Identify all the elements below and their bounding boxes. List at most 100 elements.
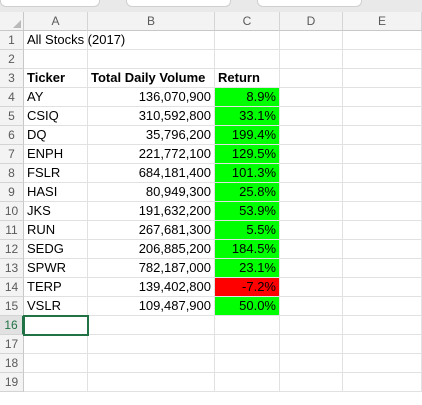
grid-cell[interactable]: [343, 373, 422, 392]
ticker-cell[interactable]: SEDG: [24, 240, 88, 259]
grid-cell[interactable]: [280, 88, 343, 107]
return-cell[interactable]: 184.5%: [215, 240, 280, 259]
row-header[interactable]: 12: [0, 240, 24, 259]
return-cell[interactable]: 53.9%: [215, 202, 280, 221]
row-header[interactable]: 8: [0, 164, 24, 183]
select-all-corner[interactable]: [0, 12, 24, 31]
column-header-e[interactable]: E: [343, 12, 422, 31]
volume-cell[interactable]: 206,885,200: [88, 240, 215, 259]
grid-cell[interactable]: [343, 202, 422, 221]
row-header[interactable]: 17: [0, 335, 24, 354]
ribbon-tab[interactable]: [257, 0, 362, 7]
grid-cell[interactable]: [215, 50, 280, 69]
grid-cell[interactable]: [343, 164, 422, 183]
ticker-header-cell[interactable]: Ticker: [24, 69, 88, 88]
grid-cell[interactable]: [280, 221, 343, 240]
row-header[interactable]: 13: [0, 259, 24, 278]
grid-cell[interactable]: [215, 335, 280, 354]
row-header[interactable]: 16: [0, 316, 24, 335]
volume-cell[interactable]: 191,632,200: [88, 202, 215, 221]
grid-cell[interactable]: [88, 354, 215, 373]
volume-cell[interactable]: 139,402,800: [88, 278, 215, 297]
column-header-b[interactable]: B: [88, 12, 215, 31]
ticker-cell[interactable]: ENPH: [24, 145, 88, 164]
grid-cell[interactable]: [88, 31, 215, 50]
grid-cell[interactable]: [88, 50, 215, 69]
row-header[interactable]: 3: [0, 69, 24, 88]
grid-cell[interactable]: [280, 69, 343, 88]
ticker-cell[interactable]: SPWR: [24, 259, 88, 278]
grid-cell[interactable]: [343, 240, 422, 259]
row-header[interactable]: 9: [0, 183, 24, 202]
grid-cell[interactable]: [343, 278, 422, 297]
grid-cell[interactable]: [24, 335, 88, 354]
grid-cell[interactable]: [280, 107, 343, 126]
grid-cell[interactable]: [343, 354, 422, 373]
volume-cell[interactable]: 310,592,800: [88, 107, 215, 126]
grid-cell[interactable]: [343, 297, 422, 316]
row-header[interactable]: 11: [0, 221, 24, 240]
grid-cell[interactable]: [88, 335, 215, 354]
grid-cell[interactable]: [280, 126, 343, 145]
return-cell[interactable]: 50.0%: [215, 297, 280, 316]
sheet-title-cell[interactable]: All Stocks (2017): [24, 31, 125, 50]
grid-cell[interactable]: [343, 31, 422, 50]
active-cell-selection[interactable]: [23, 315, 89, 336]
grid-cell[interactable]: [280, 373, 343, 392]
grid-cell[interactable]: [343, 69, 422, 88]
volume-cell[interactable]: 221,772,100: [88, 145, 215, 164]
grid-cell[interactable]: [343, 107, 422, 126]
grid-cell[interactable]: [280, 240, 343, 259]
grid-cell[interactable]: [24, 50, 88, 69]
ribbon-tab[interactable]: [126, 0, 231, 7]
row-header[interactable]: 2: [0, 50, 24, 69]
row-header[interactable]: 18: [0, 354, 24, 373]
grid-cell[interactable]: [280, 316, 343, 335]
row-header[interactable]: 15: [0, 297, 24, 316]
row-header[interactable]: 4: [0, 88, 24, 107]
ticker-cell[interactable]: RUN: [24, 221, 88, 240]
volume-header-cell[interactable]: Total Daily Volume: [88, 69, 215, 88]
return-cell[interactable]: 199.4%: [215, 126, 280, 145]
row-header[interactable]: 7: [0, 145, 24, 164]
row-header[interactable]: 1: [0, 31, 24, 50]
grid-cell[interactable]: [280, 31, 343, 50]
grid-cell[interactable]: [88, 316, 215, 335]
return-cell[interactable]: 8.9%: [215, 88, 280, 107]
volume-cell[interactable]: 109,487,900: [88, 297, 215, 316]
ticker-cell[interactable]: DQ: [24, 126, 88, 145]
grid-cell[interactable]: [280, 145, 343, 164]
return-cell[interactable]: 25.8%: [215, 183, 280, 202]
grid-cell[interactable]: [343, 221, 422, 240]
volume-cell[interactable]: 80,949,300: [88, 183, 215, 202]
volume-cell[interactable]: 684,181,400: [88, 164, 215, 183]
grid-cell[interactable]: [280, 297, 343, 316]
return-cell[interactable]: 129.5%: [215, 145, 280, 164]
grid-cell[interactable]: [280, 50, 343, 69]
return-cell[interactable]: 33.1%: [215, 107, 280, 126]
grid-cell[interactable]: [343, 259, 422, 278]
row-header[interactable]: 14: [0, 278, 24, 297]
grid-cell[interactable]: [280, 164, 343, 183]
grid-cell[interactable]: [280, 354, 343, 373]
grid-cell[interactable]: [343, 183, 422, 202]
row-header[interactable]: 10: [0, 202, 24, 221]
grid-cell[interactable]: [280, 335, 343, 354]
row-header[interactable]: 5: [0, 107, 24, 126]
grid-cell[interactable]: [280, 259, 343, 278]
grid-cell[interactable]: [88, 373, 215, 392]
grid-cell[interactable]: [343, 145, 422, 164]
row-header[interactable]: 19: [0, 373, 24, 392]
return-cell[interactable]: 23.1%: [215, 259, 280, 278]
grid-cell[interactable]: [343, 126, 422, 145]
grid-cell[interactable]: [215, 373, 280, 392]
column-header-d[interactable]: D: [280, 12, 343, 31]
return-cell[interactable]: 5.5%: [215, 221, 280, 240]
column-header-c[interactable]: C: [215, 12, 280, 31]
grid-cell[interactable]: [280, 278, 343, 297]
grid-cell[interactable]: [343, 50, 422, 69]
grid-cell[interactable]: [280, 202, 343, 221]
column-header-a[interactable]: A: [24, 12, 88, 31]
ticker-cell[interactable]: HASI: [24, 183, 88, 202]
ticker-cell[interactable]: AY: [24, 88, 88, 107]
